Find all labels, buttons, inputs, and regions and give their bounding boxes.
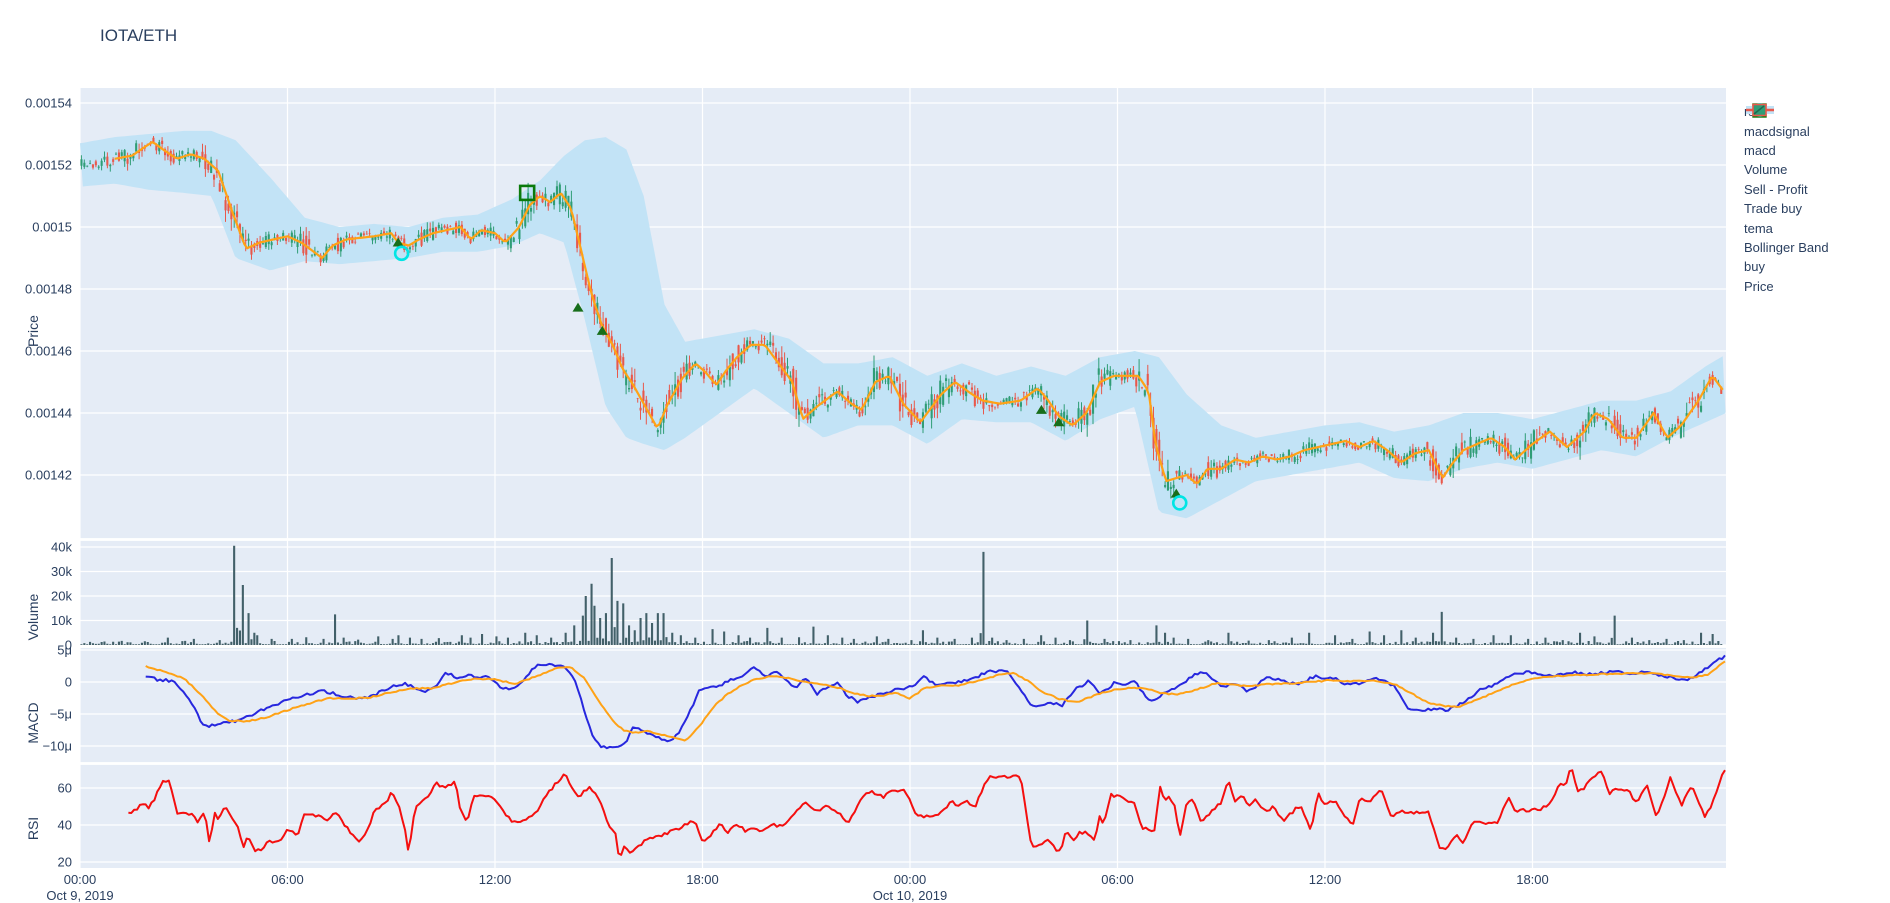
- buy-marker: [1035, 404, 1047, 414]
- legend-item-label: Bollinger Band: [1744, 239, 1829, 255]
- legend-item-sell-profit[interactable]: Sell - Profit: [1744, 103, 1829, 199]
- macd-tick-label: 0: [65, 675, 72, 690]
- panel-separator: [80, 645, 1726, 648]
- gridlines: [79, 88, 1726, 868]
- x-tick-label: 06:00: [271, 872, 304, 887]
- volume-axis-title: Volume: [25, 593, 41, 640]
- x-tick-label: 18:00: [686, 872, 719, 887]
- buy-marker: [1053, 417, 1065, 427]
- legend-item-label: Trade buy: [1744, 201, 1803, 217]
- price-panel[interactable]: [80, 130, 1726, 519]
- price-tick-label: 0.00142: [25, 468, 72, 483]
- legend-item-macd[interactable]: macd: [1744, 108, 1829, 160]
- buy-marker: [572, 302, 584, 312]
- panel-separator: [80, 762, 1726, 765]
- x-tick-label: 00:00: [64, 872, 97, 887]
- volume-tick-label: 20k: [51, 589, 72, 604]
- legend-item-label: tema: [1744, 220, 1773, 236]
- candle-bodies-up: [80, 142, 1720, 491]
- legend-item-label: Price: [1744, 278, 1774, 294]
- x-tick-label: 18:00: [1516, 872, 1549, 887]
- volume-tick-label: 40k: [51, 540, 72, 555]
- rsi-panel[interactable]: [128, 769, 1726, 856]
- rsi-line: [128, 769, 1726, 856]
- rsi-tick-label: 20: [58, 855, 72, 870]
- legend-item-volume[interactable]: Volume: [1744, 104, 1829, 179]
- axis-labels: 0.00154 0.00152 0.0015 0.00148 0.00146 0.0014…: [25, 96, 1549, 903]
- legend-item-price[interactable]: Price: [1744, 103, 1829, 296]
- x-date-label: Oct 9, 2019: [46, 888, 113, 903]
- plot-background: [80, 88, 1726, 868]
- legend-item-trade-buy[interactable]: Trade buy: [1744, 103, 1829, 218]
- legend-item-buy[interactable]: buy: [1744, 104, 1829, 276]
- macd-tick-label: −10μ: [42, 739, 72, 754]
- legend-item-label: macd: [1744, 142, 1776, 158]
- x-tick-label: 12:00: [479, 872, 512, 887]
- x-tick-label: 12:00: [1309, 872, 1342, 887]
- price-legend-icon: [1746, 103, 1774, 117]
- legend-item-tema[interactable]: tema: [1744, 108, 1829, 237]
- price-tick-label: 0.0015: [32, 220, 72, 235]
- price-tick-label: 0.00154: [25, 96, 72, 111]
- price-tick-label: 0.00146: [25, 344, 72, 359]
- plot-area-background: [80, 88, 1726, 868]
- buy-marker: [596, 325, 608, 335]
- sell-profit-marker: [518, 184, 536, 202]
- tema-line: [114, 141, 1724, 484]
- x-tick-label: 00:00: [894, 872, 927, 887]
- legend-item-label: macdsignal: [1744, 123, 1810, 139]
- legend-item-label: buy: [1744, 259, 1765, 275]
- volume-tick-label: 0: [65, 638, 72, 653]
- panel-separator: [80, 538, 1726, 541]
- legend-item-macdsignal[interactable]: macdsignal: [1744, 108, 1829, 140]
- trade-buy-marker: [1171, 495, 1188, 511]
- macd-panel[interactable]: [145, 654, 1726, 750]
- rsi-axis-title: RSI: [25, 817, 41, 840]
- x-date-label: Oct 10, 2019: [873, 888, 947, 903]
- macd-axis-title: MACD: [25, 702, 41, 743]
- legend-item-label: Volume: [1744, 162, 1788, 178]
- legend-item-bollinger-band[interactable]: Bollinger Band: [1744, 106, 1829, 257]
- price-tick-label: 0.00148: [25, 282, 72, 297]
- volume-tick-label: 30k: [51, 564, 72, 579]
- macd-tick-label: 5μ: [57, 643, 72, 658]
- price-tick-label: 0.00144: [25, 406, 72, 421]
- legend-item-label: Sell - Profit: [1744, 181, 1808, 197]
- chart-title: IOTA/ETH: [100, 26, 178, 45]
- legend: rsimacdsignalmacdVolumeSell - ProfitTrad…: [1744, 102, 1829, 296]
- volume-tick-label: 10k: [51, 613, 72, 628]
- rsi-tick-label: 60: [58, 781, 72, 796]
- macdsignal-line: [145, 660, 1726, 742]
- price-tick-label: 0.00152: [25, 158, 72, 173]
- trade-buy-marker: [393, 245, 410, 262]
- x-tick-label: 06:00: [1101, 872, 1134, 887]
- rsi-tick-label: 40: [58, 818, 72, 833]
- macd-line: [145, 654, 1726, 750]
- macd-tick-label: −5μ: [50, 707, 72, 722]
- buy-marker: [392, 237, 404, 247]
- price-axis-title: Price: [25, 315, 41, 347]
